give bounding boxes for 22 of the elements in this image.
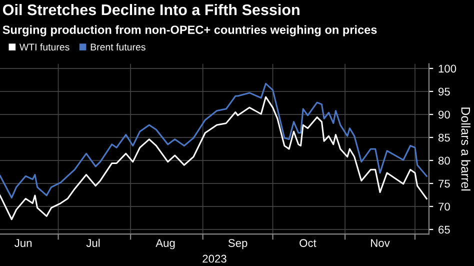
y-axis-title: Dollars a barrel	[461, 108, 470, 191]
chart-title: Oil Stretches Decline Into a Fifth Session	[3, 4, 300, 16]
x-axis-title: 2023	[202, 254, 226, 263]
x-tick-label: Aug	[156, 239, 175, 250]
x-tick-label: Nov	[371, 239, 390, 247]
y-tick-label: 95	[438, 88, 450, 96]
legend-label: Brent futures	[90, 43, 146, 51]
chart-subtitle: Surging production from non-OPEC+ countries weighing on prices	[2, 25, 377, 36]
x-tick-label: Oct	[300, 239, 316, 247]
y-tick-label: 65	[438, 226, 450, 234]
y-tick-label: 85	[438, 134, 450, 142]
y-tick-label: 100	[438, 64, 456, 73]
legend-label: WTI futures	[19, 43, 70, 51]
x-tick-label: Jun	[14, 239, 32, 247]
line-series	[0, 96, 428, 220]
y-tick-label: 90	[438, 110, 450, 119]
y-tick-label: 80	[438, 156, 450, 165]
x-tick-label: Sep	[228, 239, 248, 250]
line-series	[0, 82, 428, 198]
x-tick-label: Jul	[86, 238, 100, 247]
y-tick-label: 75	[438, 180, 450, 188]
y-tick-label: 70	[438, 202, 450, 211]
